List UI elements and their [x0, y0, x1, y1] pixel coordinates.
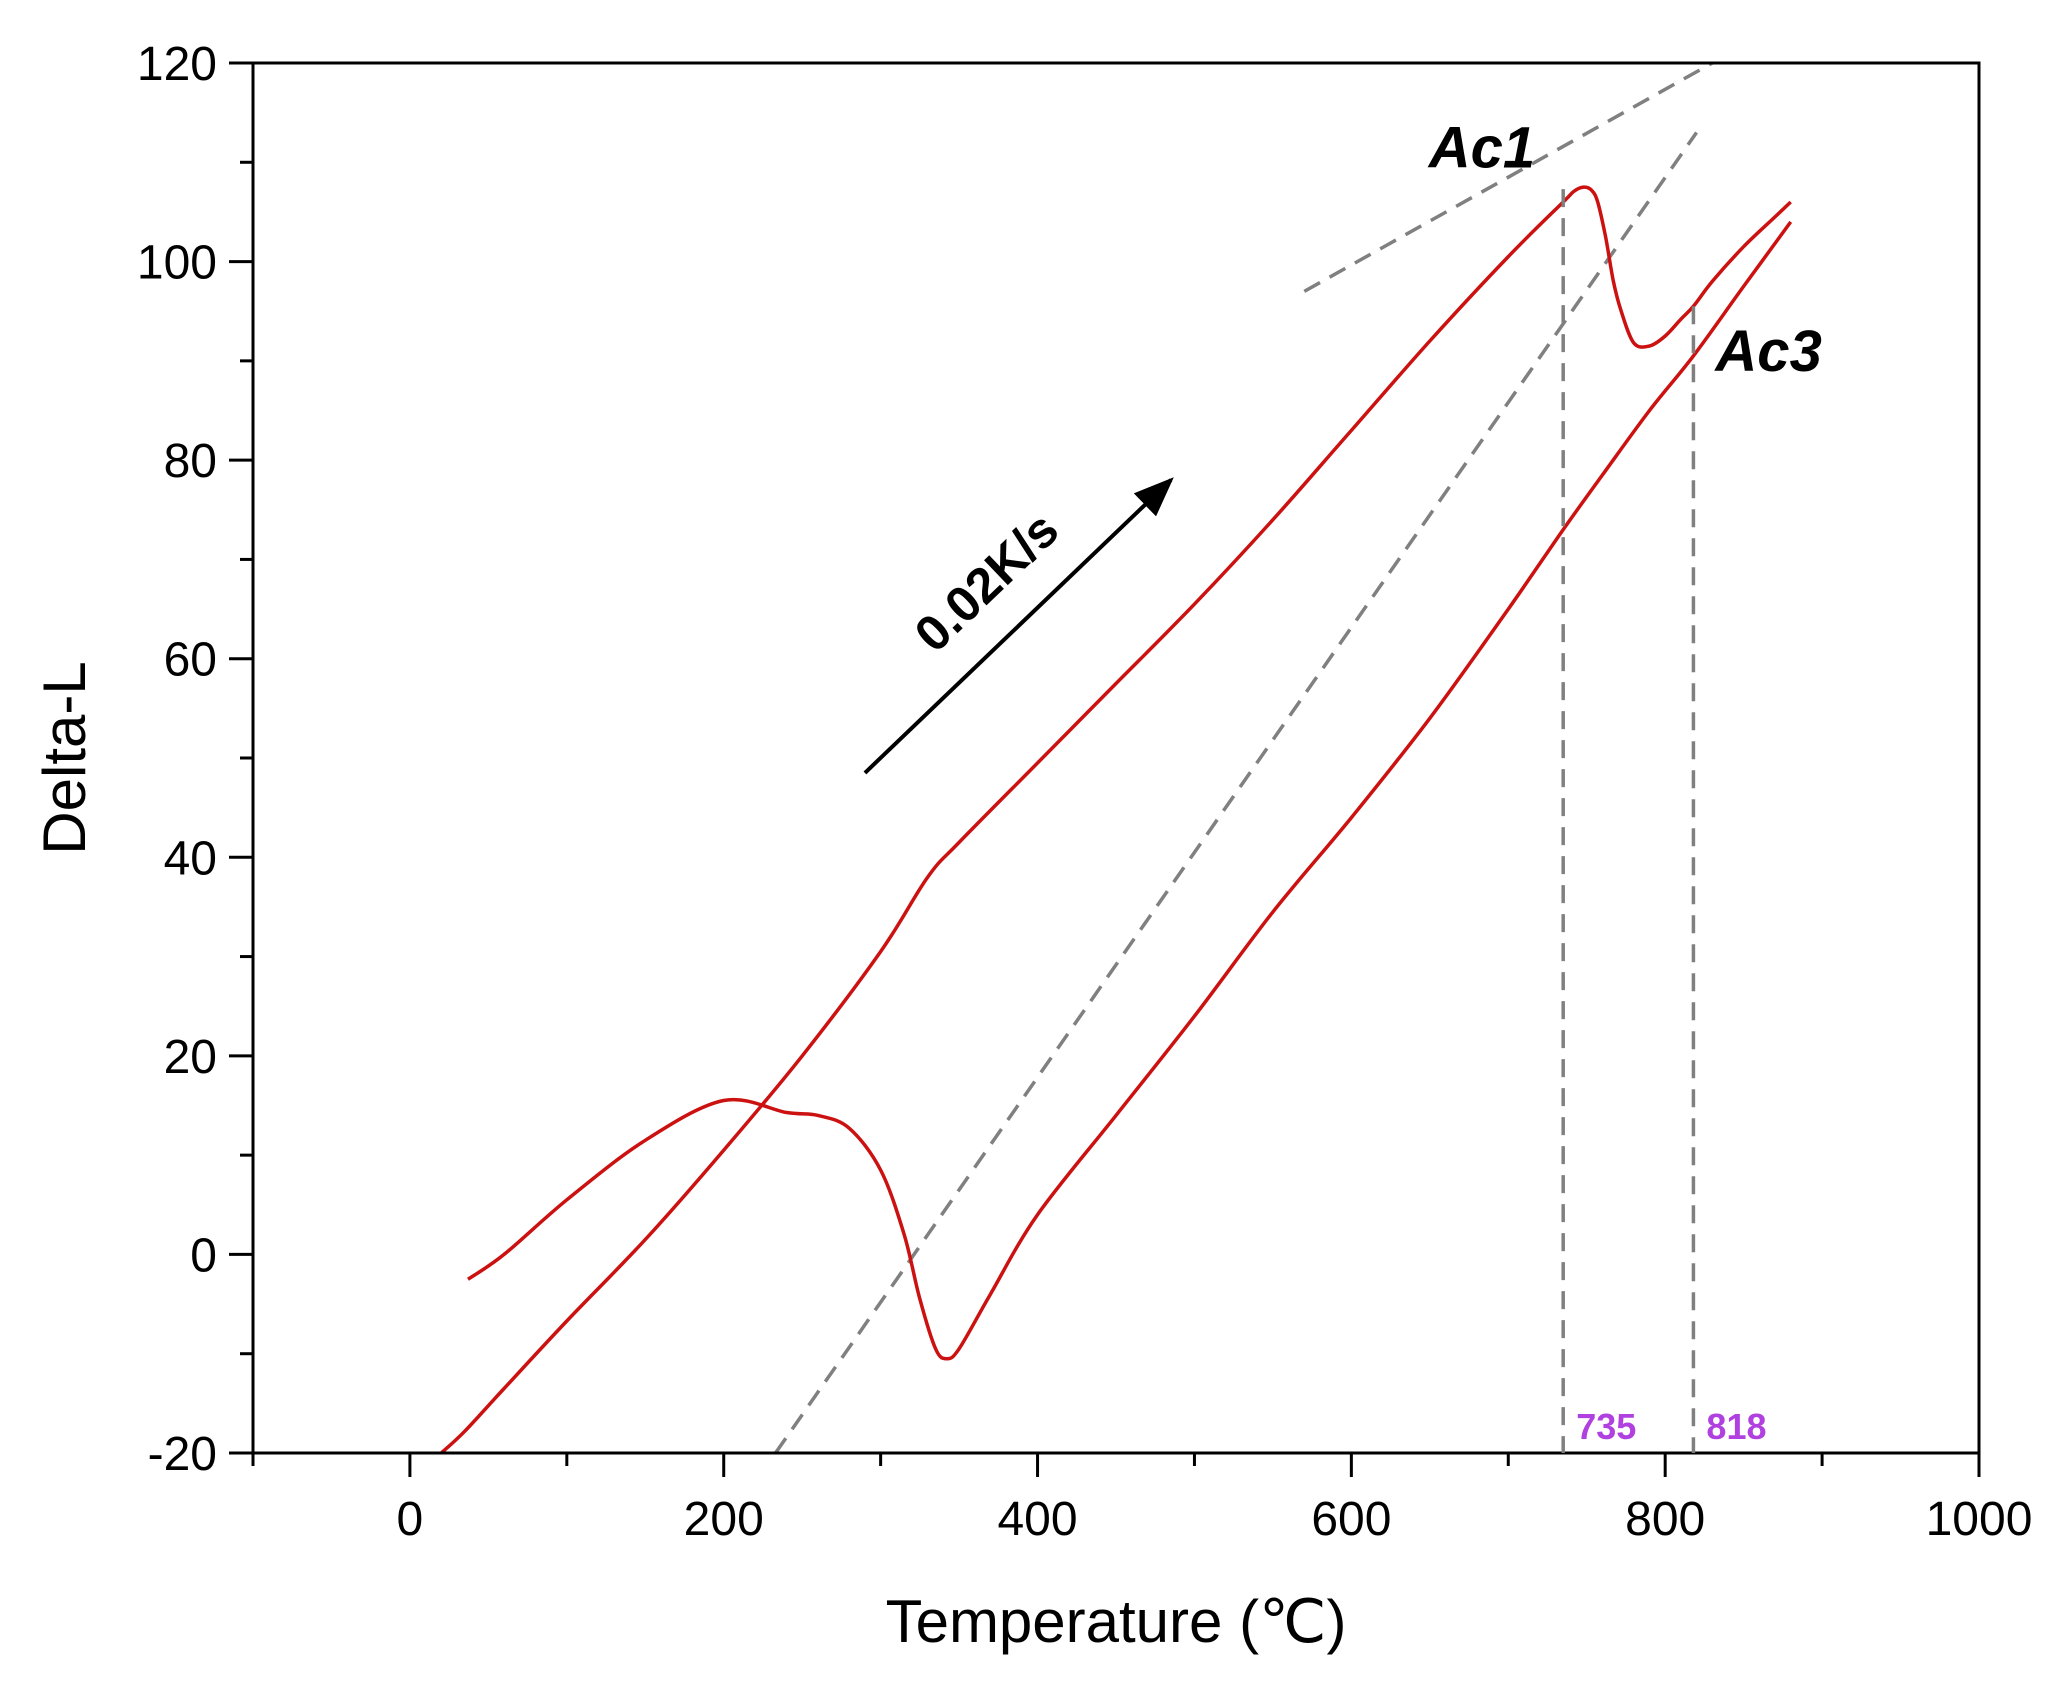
x-tick-label: 600 — [1311, 1493, 1391, 1546]
y-tick-label: 80 — [164, 435, 217, 488]
ac1-label: Ac1 — [1427, 115, 1535, 180]
ac1-value-label: 735 — [1576, 1406, 1636, 1447]
y-tick-label: 40 — [164, 832, 217, 885]
y-tick-label: 20 — [164, 1031, 217, 1084]
plot-area — [440, 61, 1793, 1455]
x-tick-label: 800 — [1625, 1493, 1705, 1546]
upper-tangent-line — [1303, 61, 1714, 293]
heating-rate-arrow — [863, 477, 1174, 775]
ac3-value-label: 818 — [1706, 1406, 1766, 1447]
x-tick-label: 200 — [684, 1493, 764, 1546]
ac3-label: Ac3 — [1713, 319, 1821, 384]
x-tick-label: 1000 — [1926, 1493, 2033, 1546]
heating-rate-label: 0.02K/s — [904, 501, 1069, 662]
y-tick-label: 120 — [137, 38, 217, 91]
x-tick-label: 0 — [397, 1493, 424, 1546]
heating-curve-line — [440, 185, 1792, 1455]
cooling-curve-line — [466, 220, 1793, 1361]
x-axis-title: Temperature (℃) — [886, 1588, 1347, 1655]
y-tick-label: 60 — [164, 634, 217, 687]
y-tick-label: 0 — [190, 1229, 217, 1282]
y-tick-label: 100 — [137, 237, 217, 290]
y-tick-label: -20 — [148, 1428, 217, 1481]
x-axis: 0 200 400 600 800 1000 — [251, 1453, 2033, 1546]
y-axis: -20 0 20 40 60 80 100 120 — [137, 38, 253, 1481]
annotations: Ac1 Ac3 735 818 0.02K/s — [863, 115, 1822, 1453]
lower-tangent-line — [774, 131, 1698, 1455]
y-axis-title: Delta-L — [31, 661, 98, 854]
x-tick-label: 400 — [997, 1493, 1077, 1546]
